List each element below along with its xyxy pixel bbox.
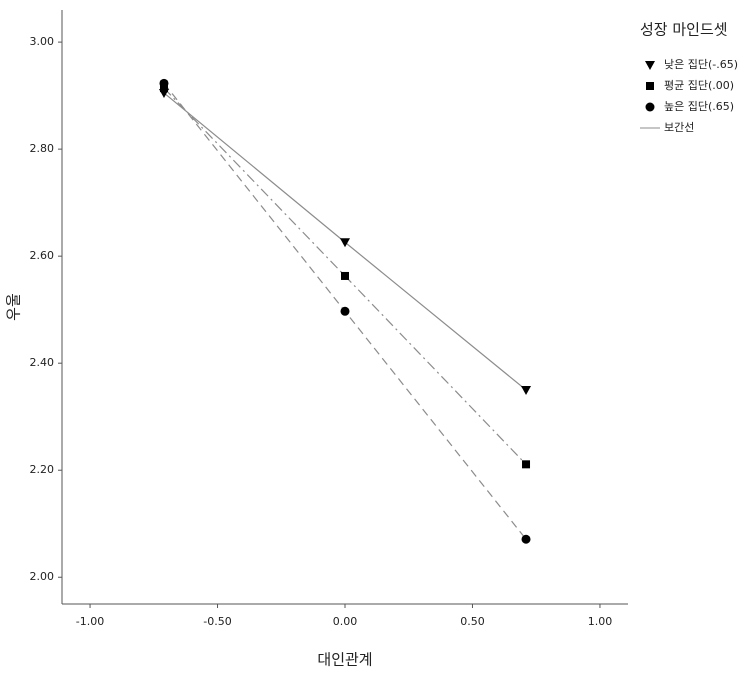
point <box>159 84 168 93</box>
point <box>159 78 169 88</box>
y-tick-label: 2.20 <box>30 463 55 476</box>
x-tick-label: 0.00 <box>333 615 358 628</box>
x-tick-label: -1.00 <box>76 615 104 628</box>
legend-marker <box>645 102 655 112</box>
legend-marker <box>645 61 655 70</box>
x-axis-label: 대인관계 <box>317 651 372 669</box>
legend-title: 성장 마인드셋 <box>640 21 728 39</box>
x-tick-label: 0.50 <box>460 615 485 628</box>
point <box>522 460 531 469</box>
legend-label: 높은 집단(.65) <box>664 100 734 113</box>
x-tick-label: 1.00 <box>588 615 613 628</box>
legend-label: 낮은 집단(-.65) <box>664 58 738 71</box>
point <box>341 271 349 280</box>
legend-marker <box>646 82 654 90</box>
point <box>521 385 532 395</box>
point <box>340 238 350 248</box>
y-tick-label: 2.00 <box>30 570 55 583</box>
point <box>340 306 350 316</box>
y-axis-label: 우울 <box>5 293 23 321</box>
y-tick-label: 2.60 <box>30 249 55 262</box>
point <box>521 534 531 544</box>
x-tick-label: -0.50 <box>203 615 231 628</box>
legend-label: 보간선 <box>664 121 694 134</box>
y-tick-label: 3.00 <box>30 35 55 48</box>
legend-label: 평균 집단(.00) <box>664 79 734 92</box>
y-tick-label: 2.80 <box>30 142 55 155</box>
y-tick-label: 2.40 <box>30 356 55 369</box>
